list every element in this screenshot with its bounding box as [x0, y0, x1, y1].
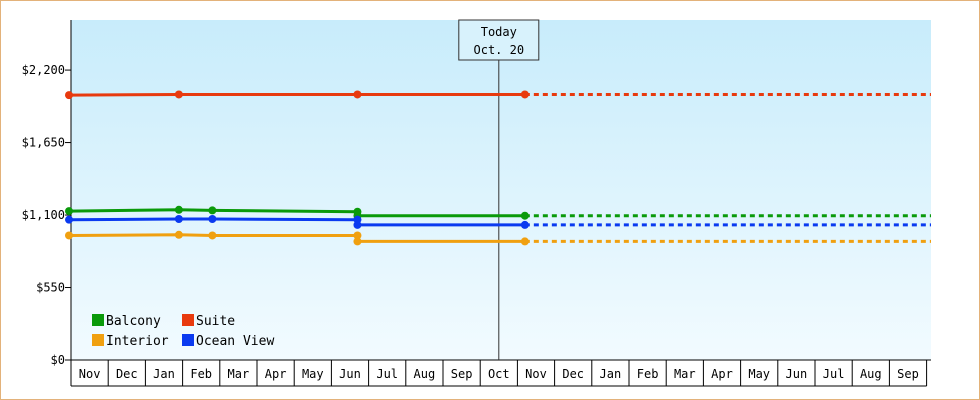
- x-tick-label: Oct: [488, 367, 510, 381]
- data-point-interior: [208, 231, 217, 240]
- legend-swatch-suite: [182, 314, 194, 326]
- y-tick-label: $0: [51, 353, 65, 367]
- data-point-ocean-view: [174, 214, 183, 223]
- x-tick-label: Apr: [265, 367, 287, 381]
- x-tick-label: Jun: [786, 367, 808, 381]
- x-tick-label: Feb: [190, 367, 212, 381]
- x-tick-label: Jul: [376, 367, 398, 381]
- x-tick-label: Mar: [228, 367, 250, 381]
- data-point-balcony: [65, 207, 73, 216]
- x-tick-label: Jun: [339, 367, 361, 381]
- x-tick-label: Jul: [823, 367, 845, 381]
- data-point-ocean-view: [65, 215, 73, 224]
- x-tick-label: May: [748, 367, 770, 381]
- legend-swatch-interior: [92, 334, 104, 346]
- legend-label-suite: Suite: [196, 314, 235, 329]
- data-point-suite: [353, 90, 362, 99]
- data-point-interior: [353, 237, 362, 246]
- y-tick-label: $550: [36, 281, 65, 295]
- x-tick-label: Apr: [711, 367, 733, 381]
- x-tick-label: May: [302, 367, 324, 381]
- series-line-ocean-view: [68, 217, 525, 227]
- data-point-interior: [520, 237, 529, 246]
- legend-label-balcony: Balcony: [106, 314, 161, 329]
- data-point-ocean-view: [353, 220, 362, 229]
- data-point-suite: [174, 90, 183, 99]
- data-point-interior: [174, 230, 183, 239]
- x-tick-label: Feb: [637, 367, 659, 381]
- data-point-interior: [65, 231, 73, 240]
- x-tick-label: Nov: [79, 367, 101, 381]
- legend-label-ocean-view: Ocean View: [196, 334, 274, 349]
- y-tick-label: $1,100: [22, 208, 65, 222]
- today-label-box: [458, 19, 540, 61]
- data-point-balcony: [174, 205, 183, 214]
- legend-swatch-balcony: [92, 314, 104, 326]
- y-tick-label: $1,650: [22, 136, 65, 150]
- data-point-suite: [65, 91, 73, 100]
- data-point-balcony: [520, 211, 529, 220]
- x-tick-label: Mar: [674, 367, 696, 381]
- x-tick-label: Aug: [860, 367, 882, 381]
- legend-label-interior: Interior: [106, 334, 169, 349]
- x-tick-label: Nov: [525, 367, 547, 381]
- y-tick-label: $2,200: [22, 63, 65, 77]
- today-date: Oct. 20: [474, 43, 525, 57]
- x-tick-label: Jan: [600, 367, 622, 381]
- data-point-ocean-view: [520, 220, 529, 229]
- series-line-suite: [68, 93, 525, 97]
- data-point-balcony: [208, 206, 217, 215]
- x-tick-label: Aug: [414, 367, 436, 381]
- data-point-ocean-view: [208, 214, 217, 223]
- data-point-suite: [520, 90, 529, 99]
- x-tick-label: Jan: [153, 367, 175, 381]
- plot-area: [71, 20, 931, 360]
- x-tick-label: Sep: [897, 367, 919, 381]
- data-point-interior: [353, 231, 362, 240]
- legend-swatch-ocean-view: [182, 334, 194, 346]
- today-label: Today: [481, 25, 517, 39]
- x-tick-label: Sep: [451, 367, 473, 381]
- x-tick-label: Dec: [562, 367, 584, 381]
- x-tick-label: Dec: [116, 367, 138, 381]
- series-line-interior: [68, 233, 525, 243]
- series-line-balcony: [68, 208, 525, 218]
